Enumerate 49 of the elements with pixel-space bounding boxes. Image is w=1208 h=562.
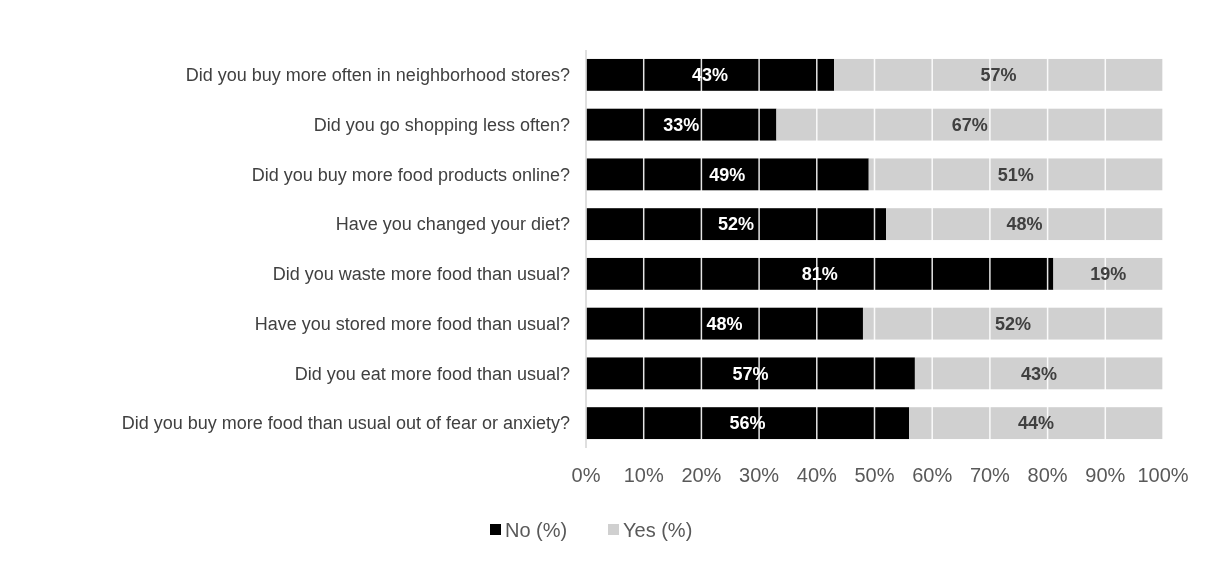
y-tick-label: Did you waste more food than usual? xyxy=(272,264,570,285)
bar xyxy=(868,158,1163,191)
data-label: 44% xyxy=(1018,413,1055,434)
data-label: 67% xyxy=(951,114,988,135)
bar xyxy=(586,307,863,340)
bar xyxy=(586,158,869,191)
data-label: 51% xyxy=(997,164,1034,185)
bar xyxy=(1053,257,1163,290)
bar xyxy=(909,407,1163,440)
x-tick-label: 90% xyxy=(1085,464,1126,486)
y-tick-label: Have you stored more food than usual? xyxy=(254,313,570,334)
bar xyxy=(586,407,910,440)
data-label: 33% xyxy=(663,114,700,135)
y-tick-label: Did you go shopping less often? xyxy=(313,114,570,135)
bar xyxy=(586,208,887,241)
y-tick-label: Have you changed your diet? xyxy=(335,214,570,235)
y-tick-label: Did you buy more often in neighborhood stores? xyxy=(185,65,570,86)
bar xyxy=(834,58,1163,91)
y-tick-label: Did you buy more food than usual out of fear or anxiety? xyxy=(121,413,570,434)
bar xyxy=(586,257,1054,290)
bar xyxy=(886,208,1163,241)
x-tick-label: 70% xyxy=(969,464,1011,486)
bar xyxy=(586,58,835,91)
data-label: 57% xyxy=(980,65,1017,86)
x-tick-label: 20% xyxy=(681,464,722,486)
bar xyxy=(776,108,1163,141)
data-label: 49% xyxy=(709,164,746,185)
x-tick-label: 30% xyxy=(739,464,780,486)
y-tick-label: Did you buy more food products online? xyxy=(251,164,570,185)
data-label: 19% xyxy=(1090,264,1127,285)
legend-label: No (%) xyxy=(505,519,568,541)
x-tick-label: 10% xyxy=(623,464,664,486)
x-tick-label: 100% xyxy=(1137,464,1189,486)
data-label: 52% xyxy=(718,214,755,235)
x-tick-label: 40% xyxy=(796,464,838,486)
bar xyxy=(586,108,777,141)
x-tick-label: 0% xyxy=(571,464,601,486)
data-label: 48% xyxy=(1006,214,1043,235)
y-tick-label: Did you eat more food than usual? xyxy=(294,363,570,384)
bar xyxy=(862,307,1163,340)
x-tick-label: 50% xyxy=(854,464,895,486)
legend-label: Yes (%) xyxy=(623,519,693,541)
x-tick-label: 80% xyxy=(1027,464,1068,486)
data-label: 43% xyxy=(1020,363,1057,384)
bar xyxy=(914,357,1163,390)
data-label: 52% xyxy=(994,313,1031,334)
data-label: 48% xyxy=(706,313,743,334)
bar xyxy=(586,357,915,390)
x-tick-label: 60% xyxy=(912,464,953,486)
